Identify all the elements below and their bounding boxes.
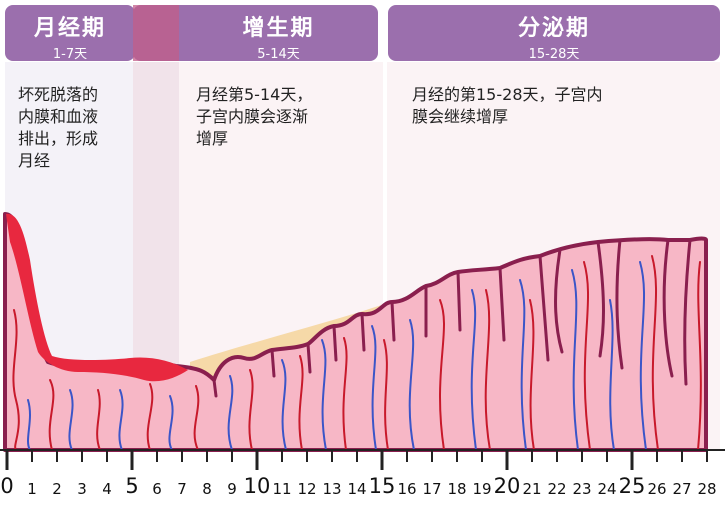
endometrium-tissue	[3, 212, 708, 452]
axis-tick-label: 2	[52, 480, 62, 498]
axis-tick-label: 4	[102, 480, 112, 498]
axis-tick-label: 5	[125, 474, 139, 498]
phase-overlap-marker	[133, 5, 179, 61]
axis-tick-label: 10	[243, 474, 271, 498]
secretory-phase-header: 分泌期 15-28天	[388, 5, 720, 62]
axis-tick-label: 25	[618, 474, 646, 498]
axis-tick-label: 6	[152, 480, 162, 498]
proliferative-phase-title: 增生期	[242, 16, 315, 41]
axis-tick-label: 11	[272, 480, 292, 498]
axis-tick-label: 9	[227, 480, 237, 498]
proliferative-phase-description: 月经第5-14天， 子宫内膜会逐渐 增厚	[196, 85, 313, 148]
axis-tick-label: 3	[77, 480, 87, 498]
gland-crevices	[212, 238, 692, 398]
axis-tick-label: 19	[472, 480, 492, 498]
menstrual-phase-title: 月经期	[33, 16, 106, 41]
day-axis	[0, 449, 725, 470]
proliferative-phase-days: 5-14天	[257, 47, 300, 62]
axis-tick-label: 28	[697, 480, 717, 498]
axis-tick-label: 23	[572, 480, 592, 498]
axis-tick-label: 26	[647, 480, 667, 498]
secretory-phase-days: 15-28天	[528, 47, 580, 62]
axis-tick-label: 17	[422, 480, 442, 498]
axis-tick-label: 24	[597, 480, 617, 498]
axis-tick-label: 1	[27, 480, 37, 498]
axis-tick-label: 14	[347, 480, 367, 498]
axis-tick-label: 13	[322, 480, 342, 498]
axis-tick-label: 7	[177, 480, 187, 498]
axis-tick-label: 0	[0, 474, 14, 498]
menstrual-blood	[6, 213, 188, 382]
axis-tick-label: 22	[547, 480, 567, 498]
axis-tick-label: 8	[202, 480, 212, 498]
secretory-phase-description: 月经的第15-28天，子宫内 膜会继续增厚	[412, 85, 603, 126]
axis-tick-label: 18	[447, 480, 467, 498]
axis-tick-label: 16	[397, 480, 417, 498]
menstrual-phase-days: 1-7天	[52, 47, 88, 62]
menstrual-phase-description: 坏死脱落的 内膜和血液 排出，形成 月经	[18, 85, 99, 170]
blood-vessels	[12, 255, 702, 450]
secretory-phase-title: 分泌期	[517, 16, 590, 41]
axis-tick-label: 21	[522, 480, 542, 498]
axis-tick-label: 27	[672, 480, 692, 498]
axis-tick-label: 15	[368, 474, 396, 498]
menstrual-phase-header: 月经期 1-7天	[5, 5, 135, 62]
axis-tick-label: 12	[297, 480, 317, 498]
axis-tick-label: 20	[493, 474, 521, 498]
